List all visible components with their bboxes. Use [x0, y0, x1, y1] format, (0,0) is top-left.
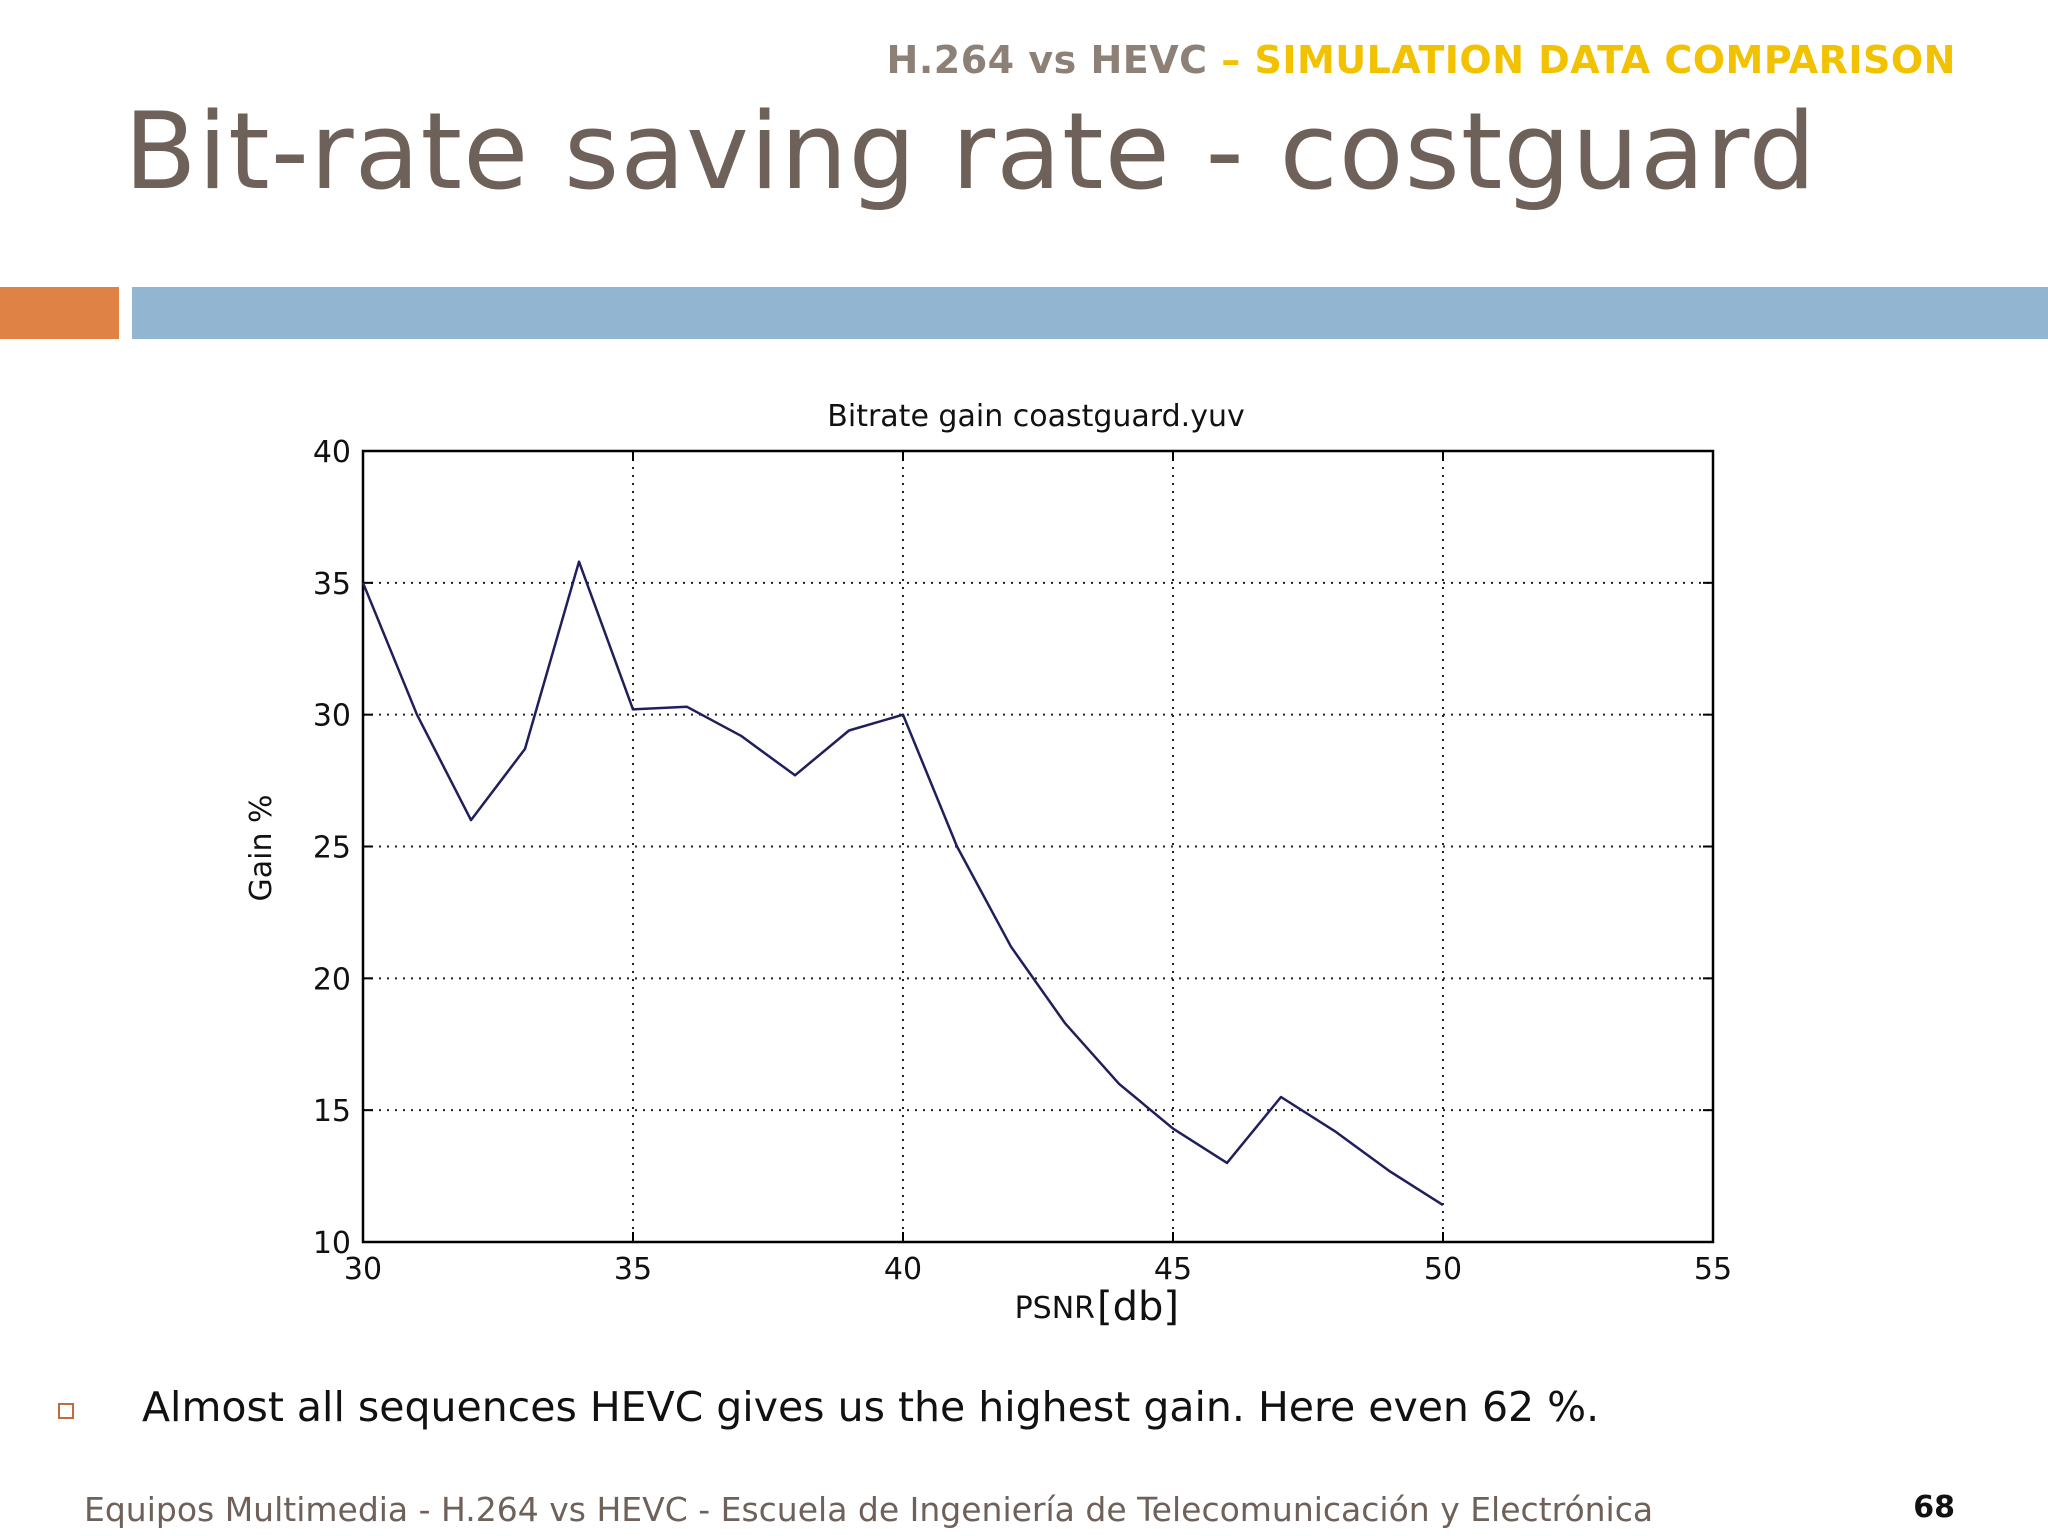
y-tick-label: 30: [313, 699, 351, 734]
bullet-icon: [58, 1403, 74, 1419]
y-tick-label: 10: [313, 1226, 351, 1261]
plot-frame: [361, 449, 1715, 1244]
y-tick-label: 20: [313, 962, 351, 997]
chart-xlabel-unit: [db]: [1097, 1284, 1179, 1330]
accent-bar-blue: [132, 287, 2048, 339]
x-tick-label: 35: [614, 1252, 652, 1287]
header-right-text: – SIMULATION DATA COMPARISON: [1221, 38, 1956, 82]
tick-layer: [362, 450, 1714, 1243]
header-left-text: H.264 vs HEVC: [886, 38, 1222, 82]
y-tick-label: 15: [313, 1094, 351, 1129]
chart: 30 35 40 45 50 55 10 15 20 25 30 35 40 Bitrate gain …: [244, 399, 1732, 1330]
x-tick-label: 40: [884, 1252, 922, 1287]
x-tick-label: 30: [344, 1252, 382, 1287]
chart-ylabel: Gain %: [244, 794, 279, 901]
chart-xlabel: PSNR: [1015, 1291, 1095, 1326]
y-tick-label: 25: [313, 831, 351, 866]
x-tick-label: 50: [1424, 1252, 1462, 1287]
x-tick-label: 55: [1694, 1252, 1732, 1287]
slide-title: Bit-rate saving rate - costguard: [124, 90, 1817, 213]
header-strip: H.264 vs HEVC – SIMULATION DATA COMPARIS…: [887, 38, 1956, 82]
bullet-text: Almost all sequences HEVC gives us the h…: [142, 1383, 1600, 1431]
footer-text: Equipos Multimedia - H.264 vs HEVC - Esc…: [84, 1490, 1654, 1529]
x-tick-label: 45: [1154, 1252, 1192, 1287]
grid-layer: [363, 451, 1713, 1242]
page-number: 68: [1913, 1490, 1955, 1525]
y-tick-label: 35: [313, 567, 351, 602]
y-tick-label: 40: [313, 435, 351, 470]
accent-bar-orange: [0, 287, 119, 339]
label-layer: 30 35 40 45 50 55 10 15 20 25 30 35 40: [313, 435, 1732, 1287]
chart-title: Bitrate gain coastguard.yuv: [827, 399, 1244, 434]
data-line: [361, 560, 1444, 1207]
